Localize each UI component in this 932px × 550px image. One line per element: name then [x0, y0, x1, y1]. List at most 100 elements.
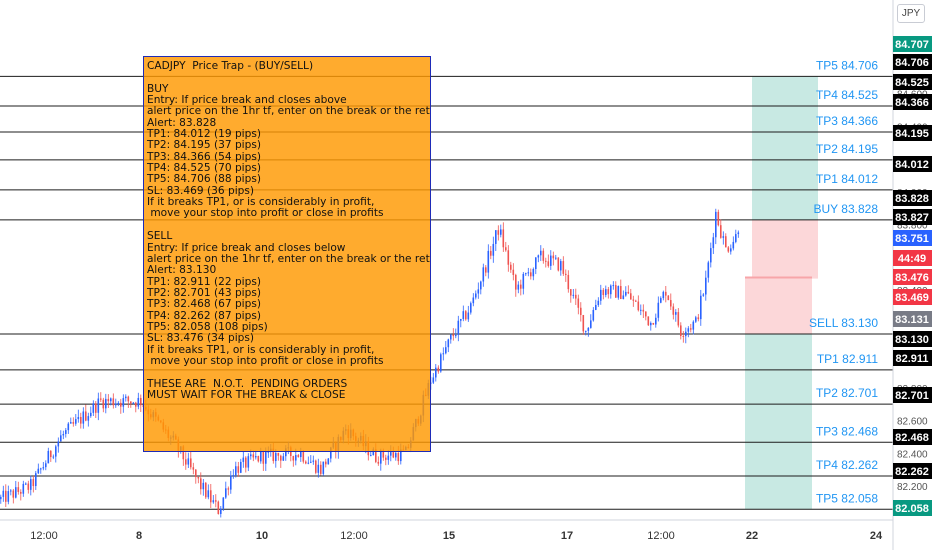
candle	[615, 281, 617, 298]
candle	[70, 417, 72, 424]
candle	[457, 315, 460, 342]
candle	[587, 327, 590, 337]
time-tick: 17	[561, 530, 573, 542]
candle	[610, 284, 612, 299]
candle	[17, 481, 20, 495]
candle	[432, 373, 435, 385]
candle	[87, 412, 90, 427]
note-line: TP2: 82.701 (43 pips)	[147, 286, 261, 299]
candle	[602, 288, 605, 300]
candle	[710, 242, 712, 268]
candle	[212, 495, 215, 504]
candle	[317, 458, 320, 478]
candle	[47, 447, 50, 464]
candle	[572, 289, 575, 299]
price-badge-text: 44:49	[898, 253, 926, 265]
candle	[135, 401, 137, 413]
candle	[195, 469, 197, 484]
buy-stop-zone	[752, 219, 818, 279]
trade-plan-note[interactable]: CADJPY Price Trap - (BUY/SELL) BUY Entry: …	[143, 56, 431, 452]
candle	[15, 480, 17, 499]
price-badge	[893, 156, 932, 172]
time-tick: 24	[870, 530, 883, 542]
candle	[95, 400, 97, 418]
candle	[442, 347, 445, 361]
candle	[312, 455, 315, 465]
candle	[0, 494, 2, 504]
candle	[60, 430, 62, 442]
candle	[640, 304, 642, 316]
price-badge-text: 82.058	[895, 503, 929, 515]
candle	[10, 489, 12, 496]
price-badge	[893, 500, 932, 516]
note-line	[147, 220, 426, 231]
candles	[0, 208, 740, 518]
candle	[20, 489, 22, 501]
price-badge	[893, 54, 932, 70]
candle	[320, 461, 322, 476]
candle	[612, 281, 615, 290]
candle	[245, 456, 247, 473]
candle	[315, 459, 317, 475]
currency-button[interactable]: JPY	[897, 4, 925, 23]
price-badge	[893, 94, 932, 110]
candle	[517, 281, 520, 294]
candle	[225, 481, 227, 499]
candle	[652, 322, 655, 325]
sell-target-zone	[745, 334, 812, 510]
candle	[40, 467, 42, 474]
price-badge	[893, 463, 932, 479]
candle	[510, 261, 512, 273]
candle	[605, 285, 607, 298]
candle	[495, 230, 497, 252]
candle	[730, 244, 732, 255]
note-line: TP5: 82.058 (108 pips)	[147, 320, 268, 333]
note-line: TP3: 82.468 (67 pips)	[147, 298, 261, 311]
candle	[450, 333, 452, 344]
candle	[480, 280, 482, 295]
candle	[200, 472, 202, 495]
level-label: TP4 82.262	[816, 458, 878, 472]
candle	[540, 245, 542, 262]
candle	[525, 272, 527, 276]
price-badge-text: 84.195	[895, 128, 929, 140]
note-line: alert price on the 1hr tf, enter on the …	[147, 105, 431, 118]
candle	[645, 311, 647, 321]
candle	[125, 394, 127, 402]
price-tick: 83.800	[897, 220, 928, 231]
note-line: CADJPY Price Trap - (BUY/SELL)	[147, 60, 314, 72]
sell-stop-zone	[745, 277, 812, 335]
candle	[512, 263, 515, 281]
price-badge-text: 82.468	[895, 432, 929, 444]
candle	[532, 267, 535, 281]
candle	[55, 444, 57, 463]
candle	[600, 284, 602, 305]
price-badge-text: 84.366	[895, 97, 929, 109]
candle	[582, 314, 585, 335]
note-line: SL: 83.469 (36 pips)	[147, 184, 255, 197]
candle	[665, 285, 667, 303]
note-line: SL: 83.476 (34 pips)	[147, 332, 255, 345]
candle	[557, 257, 560, 272]
price-badge-text: 83.827	[895, 212, 929, 224]
candle	[80, 412, 82, 429]
candle	[677, 308, 680, 328]
candle	[657, 296, 660, 322]
time-tick: 10	[256, 530, 268, 542]
candle	[25, 482, 27, 486]
candle	[475, 290, 477, 300]
candle	[322, 461, 325, 476]
candle	[187, 452, 190, 469]
candle	[110, 397, 112, 406]
candle	[542, 248, 545, 264]
candle	[692, 320, 695, 335]
note-line: alert price on the 1hr tf, enter on the …	[147, 252, 431, 265]
candle	[280, 454, 282, 468]
candle	[117, 401, 120, 407]
price-badge-text: 83.131	[895, 314, 929, 326]
candle	[490, 245, 492, 260]
candle	[527, 267, 530, 277]
candle	[65, 427, 67, 438]
candle	[505, 241, 507, 252]
